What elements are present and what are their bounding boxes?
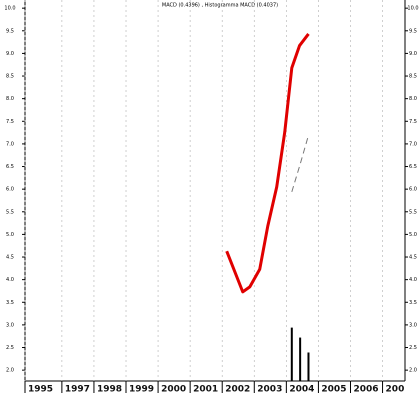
y-tick-label: 5.5 xyxy=(6,209,14,215)
x-tick-label: 2005 xyxy=(321,385,346,395)
y-tick-label: 2.0 xyxy=(409,368,417,374)
y-tick-label: 8.5 xyxy=(6,74,14,80)
x-tick-label: 1998 xyxy=(97,385,122,395)
y-tick-label: 8.0 xyxy=(409,96,417,102)
y-tick-label: 4.5 xyxy=(409,255,417,261)
y-tick-label: 5.0 xyxy=(6,232,14,238)
x-tick-label: 1995 xyxy=(28,385,53,395)
y-tick-label: 6.5 xyxy=(6,164,14,170)
y-tick-label: 3.0 xyxy=(6,322,14,328)
y-tick-label: 6.0 xyxy=(6,187,14,193)
y-tick-label: 7.0 xyxy=(409,141,417,147)
x-tick-label: 1997 xyxy=(65,385,90,395)
y-tick-label: 3.5 xyxy=(409,300,417,306)
x-tick-label: 2002 xyxy=(225,385,250,395)
y-tick-label: 4.0 xyxy=(6,277,14,283)
x-tick-label: 2001 xyxy=(193,385,218,395)
x-tick-label: 2003 xyxy=(257,385,282,395)
y-tick-label: 4.0 xyxy=(409,277,417,283)
y-tick-label: 10.0 xyxy=(4,6,15,12)
y-tick-label: 3.0 xyxy=(409,322,417,328)
histogram-bar xyxy=(307,352,310,381)
y-tick-label: 7.5 xyxy=(409,119,417,125)
macd-line xyxy=(225,33,310,294)
y-tick-label: 7.5 xyxy=(6,119,14,125)
x-tick-label: 200 xyxy=(386,385,405,395)
y-tick-label: 9.5 xyxy=(6,28,14,34)
signal-line xyxy=(291,135,309,193)
x-tick-label: 2000 xyxy=(161,385,186,395)
y-tick-label: 6.5 xyxy=(409,164,417,170)
y-tick-label: 6.0 xyxy=(409,187,417,193)
chart-title: MACD (0.4396) , Histogramma MACD (0.4037… xyxy=(162,3,278,9)
histogram-bar xyxy=(290,327,293,381)
y-tick-label: 8.0 xyxy=(6,96,14,102)
y-tick-label: 4.5 xyxy=(6,255,14,261)
y-tick-label: 2.5 xyxy=(409,345,417,351)
y-tick-label: 10.0 xyxy=(407,6,418,12)
y-tick-label: 2.0 xyxy=(6,368,14,374)
y-tick-label: 5.5 xyxy=(409,209,417,215)
y-tick-label: 9.0 xyxy=(6,51,14,57)
y-tick-label: 3.5 xyxy=(6,300,14,306)
y-tick-label: 7.0 xyxy=(6,141,14,147)
y-tick-label: 2.5 xyxy=(6,345,14,351)
y-tick-label: 8.5 xyxy=(409,74,417,80)
x-tick-label: 1999 xyxy=(129,385,154,395)
histogram-bar xyxy=(299,337,302,381)
y-tick-label: 9.5 xyxy=(409,28,417,34)
y-tick-label: 5.0 xyxy=(409,232,417,238)
x-tick-label: 2006 xyxy=(353,385,378,395)
x-tick-label: 2004 xyxy=(289,385,314,395)
y-tick-label: 9.0 xyxy=(409,51,417,57)
